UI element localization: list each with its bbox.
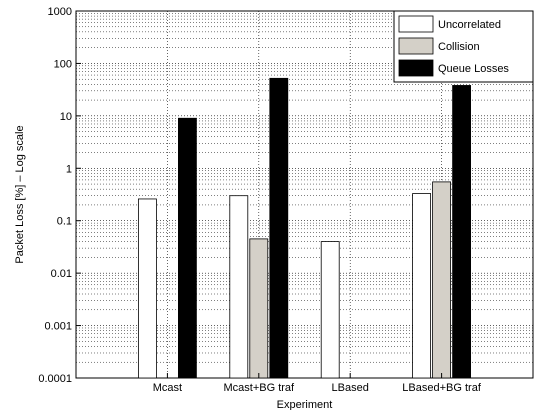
bar	[412, 193, 432, 379]
x-tick-label: Mcast	[153, 382, 182, 394]
y-tick-label: 10	[60, 111, 72, 123]
bar	[229, 195, 249, 379]
bar	[269, 77, 289, 379]
legend-label: Collision	[438, 41, 480, 53]
legend-label: Queue Losses	[438, 63, 509, 75]
grid-lines	[76, 10, 533, 379]
legend-label: Uncorrelated	[438, 19, 501, 31]
y-tick-label: 0.1	[57, 216, 72, 228]
x-tick-label: Mcast+BG traf	[223, 382, 295, 394]
y-tick-label: 0.01	[51, 268, 72, 280]
legend-swatch	[398, 37, 434, 55]
plot-frame	[75, 10, 534, 379]
bar	[452, 85, 472, 379]
y-tick-label: 0.0001	[38, 373, 72, 385]
bar	[249, 238, 269, 379]
y-tick-label: 1	[66, 163, 72, 175]
x-tick-label: LBased+BG traf	[402, 382, 482, 394]
y-tick-label: 0.001	[44, 321, 72, 333]
y-tick-label: 1000	[48, 6, 72, 18]
legend-swatch	[398, 15, 434, 33]
y-axis: 0.0001 0.001 0.01 0.1 1 10 100 1000	[38, 6, 81, 385]
x-axis: Mcast Mcast+BG traf LBased LBased+BG traf	[153, 373, 482, 394]
y-axis-label: Packet Loss [%] – Log scale	[14, 125, 26, 263]
legend: Uncorrelated Collision Queue Losses	[393, 10, 534, 83]
x-axis-label: Experiment	[277, 399, 333, 410]
bar	[177, 117, 197, 379]
y-tick-label: 100	[54, 58, 72, 70]
x-tick-label: LBased	[332, 382, 369, 394]
bar	[320, 241, 340, 379]
bar	[432, 181, 452, 379]
legend-swatch	[398, 59, 434, 77]
bar	[137, 198, 157, 379]
bars	[137, 77, 472, 379]
